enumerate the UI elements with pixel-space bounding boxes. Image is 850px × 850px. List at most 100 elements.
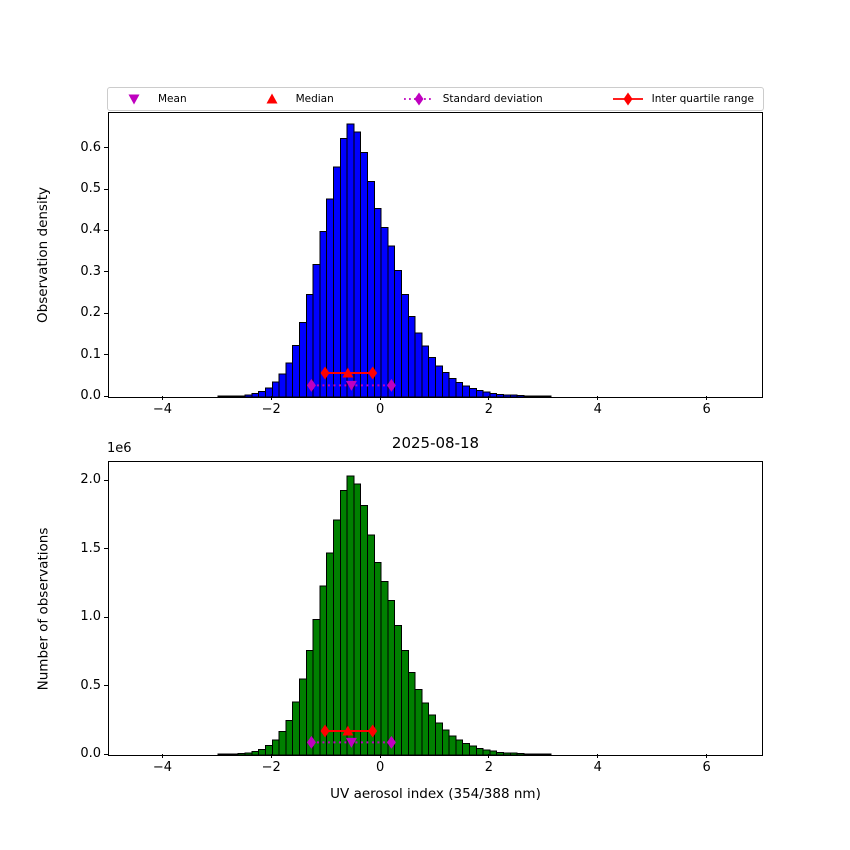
legend-glyph: [266, 93, 278, 104]
histogram-bar: [380, 581, 389, 755]
histogram-bar: [394, 269, 402, 397]
legend-glyph: [128, 94, 140, 105]
histogram-bar: [523, 753, 532, 755]
histogram-bar: [332, 166, 341, 397]
y-tick-label: 0.5: [80, 181, 101, 196]
legend-label: Mean: [158, 93, 187, 105]
histogram-bar: [339, 490, 348, 755]
histogram-bar: [271, 739, 280, 755]
histogram-bar: [332, 519, 341, 755]
x-tick-label: −4: [152, 760, 172, 775]
y-tick-label: 0.1: [80, 346, 101, 362]
x-tick: [161, 754, 163, 758]
histogram-bar: [387, 600, 396, 755]
histogram-bar: [373, 562, 382, 755]
histogram-bar: [353, 483, 362, 755]
histogram-bar: [414, 688, 423, 755]
y-tick: [104, 188, 108, 190]
legend-item: Inter quartile range: [611, 91, 754, 107]
y-tick: [104, 312, 108, 314]
legend-item: Median: [255, 91, 334, 107]
histogram-bar: [543, 753, 552, 755]
legend-label: Standard deviation: [442, 93, 543, 105]
histogram-bar: [530, 395, 539, 397]
histogram-bar: [244, 394, 253, 397]
histogram-bar: [366, 534, 375, 755]
histogram-bar: [346, 123, 355, 397]
iqr-marker-q1: [320, 366, 330, 380]
histogram-bar: [360, 504, 368, 755]
y-tick-label: 0.6: [80, 139, 101, 155]
axes-bottom: [108, 461, 763, 756]
y-tick: [104, 479, 108, 481]
histogram-bar: [448, 735, 457, 755]
y-tick-label: 0.4: [80, 222, 101, 238]
legend-marker-triangle-up-icon: [266, 93, 278, 104]
y-tick-label: 1.5: [80, 540, 101, 556]
x-tick-label: 6: [702, 760, 711, 775]
y-axis-offset-text: 1e6: [107, 441, 132, 456]
histogram-bar: [516, 752, 525, 755]
y-tick-label: 0.3: [80, 263, 101, 279]
histogram-bar: [285, 362, 294, 397]
x-tick: [597, 754, 599, 758]
y-tick: [104, 548, 108, 550]
histogram-bar: [217, 395, 226, 397]
legend: Mean Median Standard deviation Inter quarti…: [107, 87, 764, 111]
histogram-bar: [380, 226, 389, 397]
y-tick-label: 1.0: [80, 609, 101, 625]
histogram-bar: [469, 745, 477, 755]
histogram-bar: [462, 385, 471, 397]
histogram-bar: [326, 552, 334, 755]
histogram-bar: [298, 321, 307, 397]
x-tick: [488, 754, 490, 758]
histogram-bar: [312, 619, 321, 755]
histogram-bar: [400, 650, 409, 755]
bars-group: [217, 123, 552, 397]
y-tick-label: 0.2: [80, 305, 101, 321]
legend-label: Inter quartile range: [651, 93, 754, 105]
histogram-bar: [448, 377, 457, 397]
y-tick: [104, 229, 108, 231]
x-tick: [706, 754, 708, 758]
iqr-marker-q3: [368, 724, 378, 738]
histogram-bar: [523, 395, 532, 397]
histogram-bar: [414, 332, 423, 397]
histogram-bar: [237, 395, 246, 397]
histogram-bar: [298, 678, 307, 755]
std-marker-low: [306, 378, 316, 392]
x-tick: [379, 754, 381, 758]
legend-glyph: [623, 92, 633, 106]
histogram-bar: [339, 137, 348, 397]
histogram-bar: [462, 743, 471, 755]
histogram-bar: [251, 393, 260, 397]
histogram-bar: [292, 344, 300, 397]
histogram-top: [217, 123, 552, 397]
bars-group: [217, 475, 552, 755]
histogram-bar: [360, 152, 368, 397]
std-marker-high: [386, 735, 396, 749]
histogram-bar: [326, 198, 334, 397]
median-marker: [342, 367, 354, 378]
legend-item: Standard deviation: [402, 91, 543, 107]
chart-title: 2025-08-18: [391, 434, 480, 452]
x-tick-label: 2: [484, 760, 494, 775]
iqr-marker-q3: [368, 366, 378, 380]
histogram-bar: [537, 395, 545, 397]
histogram-bar: [516, 394, 525, 397]
histogram-bar: [509, 394, 518, 397]
y-tick-label: 2.0: [80, 472, 101, 488]
histogram-bar: [292, 701, 300, 755]
legend-glyph: [414, 92, 424, 106]
histogram-bar: [537, 753, 545, 755]
x-tick-label: 4: [593, 402, 602, 417]
histogram-bar: [428, 357, 437, 397]
y-axis-label-bottom-wrap: Number of observations: [30, 461, 56, 756]
histogram-bar: [421, 702, 430, 755]
x-tick-label: 0: [375, 760, 385, 775]
histogram-bar: [455, 739, 464, 755]
histogram-bar: [455, 382, 464, 397]
histogram-bar: [258, 391, 266, 397]
y-tick: [104, 685, 108, 687]
